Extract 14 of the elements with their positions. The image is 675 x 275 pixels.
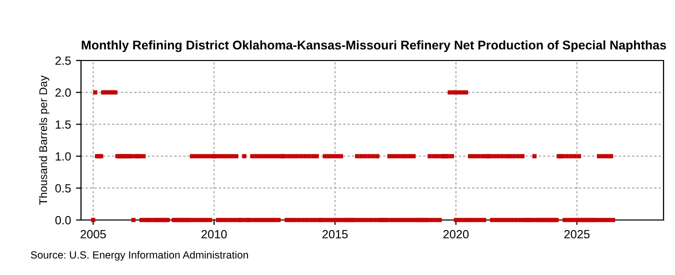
x-tick-label: 2025 xyxy=(564,230,590,238)
y-tick-label: 0.0 xyxy=(55,216,71,224)
y-tick-label: 0.5 xyxy=(55,184,71,192)
x-tick-label: 2020 xyxy=(443,230,469,238)
chart-title: Monthly Refining District Oklahoma-Kansas-Missouri Refinery Net Production of Special Naphthas xyxy=(82,40,666,52)
y-tick-label: 2.5 xyxy=(55,56,71,65)
y-tick-label: 1.0 xyxy=(56,152,71,161)
source-note: Source: U.S. Energy Information Administration xyxy=(30,250,248,261)
x-tick-label: 2015 xyxy=(322,230,348,238)
x-tick-label: 2010 xyxy=(202,230,227,238)
y-axis-title: Thousand Barrels per Day xyxy=(38,75,50,205)
x-tick-label: 2005 xyxy=(80,230,106,238)
y-tick-label: 1.5 xyxy=(56,120,71,129)
y-tick-label: 2.0 xyxy=(55,88,71,97)
